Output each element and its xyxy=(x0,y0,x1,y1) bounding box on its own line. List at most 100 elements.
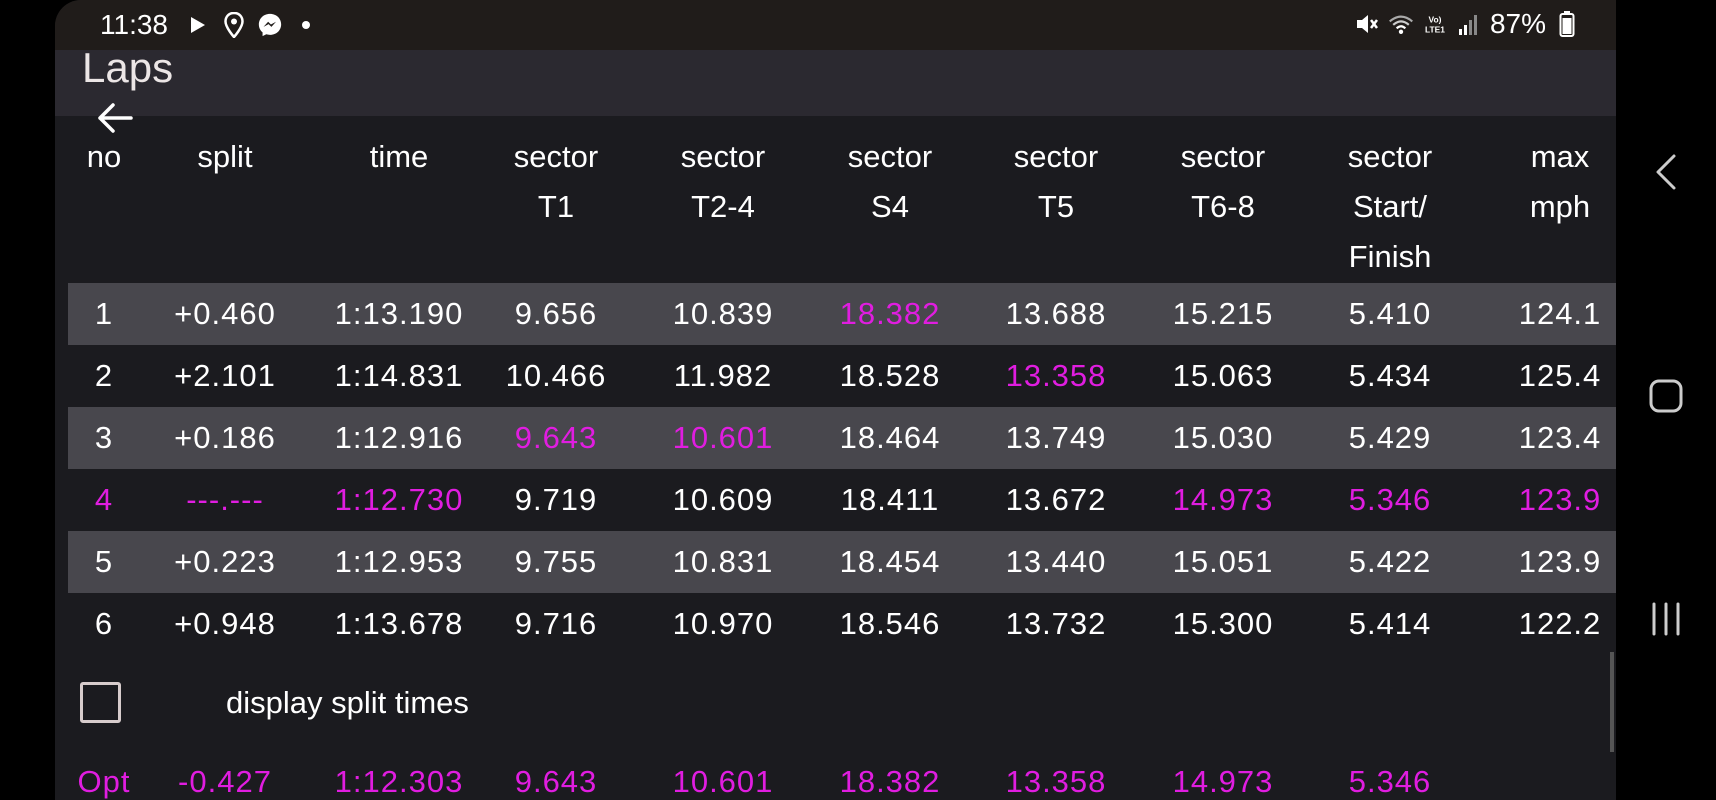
optimal-no: Opt xyxy=(77,764,131,799)
cell-time: 1:12.916 xyxy=(334,420,464,455)
optimal-sector-t6-8: 14.973 xyxy=(1172,764,1274,799)
laps-table: no split time sector T1 sector T2-4 sector S4… xyxy=(68,118,1616,655)
cell-max-mph: 125.4 xyxy=(1518,358,1602,393)
svg-text:Vo): Vo) xyxy=(1428,14,1441,24)
cell-sector-start-finish: 5.422 xyxy=(1348,544,1432,579)
battery-icon xyxy=(1554,9,1580,39)
cell-no: 6 xyxy=(94,606,114,641)
column-header-sector-t5: sector T5 xyxy=(1013,139,1099,224)
cell-sector-t2-4: 10.970 xyxy=(672,606,774,641)
status-icons-right: Vo) LTE1 87% xyxy=(1354,8,1580,40)
cell-max-mph: 123.9 xyxy=(1518,544,1602,579)
cell-sector-s4: 18.546 xyxy=(839,606,941,641)
cell-sector-t1: 9.755 xyxy=(514,544,598,579)
cell-sector-t6-8: 15.063 xyxy=(1172,358,1274,393)
cell-sector-s4: 18.464 xyxy=(839,420,941,455)
page-title: Laps xyxy=(82,44,174,91)
status-bar: 11:38 Vo) LTE1 xyxy=(55,0,1616,50)
cell-time: 1:14.831 xyxy=(334,358,464,393)
cell-sector-t1: 9.716 xyxy=(514,606,598,641)
recents-nav-icon xyxy=(1652,602,1680,636)
cell-split: ---.--- xyxy=(186,482,264,517)
table-row[interactable]: 6 +0.948 1:13.678 9.716 10.970 18.546 13.732 15… xyxy=(68,593,1616,655)
back-button[interactable] xyxy=(95,98,135,138)
column-header-no: no xyxy=(86,139,122,174)
cell-no: 2 xyxy=(94,358,114,393)
nav-back-button[interactable] xyxy=(1644,150,1688,194)
mute-icon xyxy=(1354,9,1380,39)
cell-time: 1:13.190 xyxy=(334,296,464,331)
cell-sector-s4: 18.454 xyxy=(839,544,941,579)
cell-sector-t5: 13.672 xyxy=(1005,482,1107,517)
cell-sector-t2-4: 11.982 xyxy=(673,358,773,393)
optimal-sector-t1: 9.643 xyxy=(514,764,598,799)
table-row[interactable]: 3 +0.186 1:12.916 9.643 10.601 18.464 13.749 15… xyxy=(68,407,1616,469)
back-nav-icon xyxy=(1656,154,1676,190)
cell-sector-t5: 13.358 xyxy=(1005,358,1107,393)
cell-sector-t2-4: 10.839 xyxy=(672,296,774,331)
optimal-sector-t2-4: 10.601 xyxy=(672,764,774,799)
table-body: 1 +0.460 1:13.190 9.656 10.839 18.382 13.688 15… xyxy=(68,283,1616,655)
display-split-option[interactable]: display split times xyxy=(55,665,1616,745)
table-row[interactable]: 5 +0.223 1:12.953 9.755 10.831 18.454 13.440 15… xyxy=(68,531,1616,593)
display-split-label: display split times xyxy=(226,685,469,720)
column-header-sector-start-finish: sector Start/ Finish xyxy=(1347,139,1433,274)
optimal-time: 1:12.303 xyxy=(334,764,464,799)
column-header-max-mph: max mph xyxy=(1529,139,1591,224)
cell-time: 1:12.730 xyxy=(334,482,464,517)
cell-max-mph: 123.4 xyxy=(1518,420,1602,455)
cell-sector-t2-4: 10.609 xyxy=(672,482,774,517)
cell-sector-t1: 10.466 xyxy=(505,358,607,393)
cell-no: 1 xyxy=(94,296,114,331)
optimal-sector-start-finish: 5.346 xyxy=(1348,764,1432,799)
column-header-sector-s4: sector S4 xyxy=(847,139,933,224)
cell-sector-start-finish: 5.414 xyxy=(1348,606,1432,641)
cell-sector-t1: 9.656 xyxy=(514,296,598,331)
cell-sector-t5: 13.688 xyxy=(1005,296,1107,331)
volte-icon: Vo) LTE1 xyxy=(1422,9,1448,39)
cell-sector-t5: 13.749 xyxy=(1005,420,1107,455)
nav-home-button[interactable] xyxy=(1644,374,1688,418)
navigation-bar xyxy=(1616,0,1716,800)
cell-sector-s4: 18.528 xyxy=(839,358,941,393)
status-time: 11:38 xyxy=(100,9,168,40)
app-window: 11:38 Vo) LTE1 xyxy=(55,0,1616,800)
column-header-sector-t1: sector T1 xyxy=(513,139,599,224)
cell-split: +0.186 xyxy=(174,420,276,455)
cell-split: +0.223 xyxy=(174,544,276,579)
cell-split: +2.101 xyxy=(174,358,276,393)
display-split-checkbox[interactable] xyxy=(80,682,121,723)
column-header-time: time xyxy=(369,139,429,174)
table-row[interactable]: 1 +0.460 1:13.190 9.656 10.839 18.382 13.688 15… xyxy=(68,283,1616,345)
nav-recents-button[interactable] xyxy=(1644,597,1688,641)
cell-time: 1:13.678 xyxy=(334,606,464,641)
cell-time: 1:12.953 xyxy=(334,544,464,579)
cell-sector-t1: 9.643 xyxy=(514,420,598,455)
home-nav-icon xyxy=(1649,379,1683,413)
cell-max-mph: 123.9 xyxy=(1518,482,1602,517)
table-header: no split time sector T1 sector T2-4 sector S4… xyxy=(68,118,1616,283)
location-icon xyxy=(221,10,247,40)
dot-icon xyxy=(293,10,319,40)
optimal-lap-row: Opt -0.427 1:12.303 9.643 10.601 18.382 13.358… xyxy=(68,758,1616,800)
cell-sector-t2-4: 10.601 xyxy=(672,420,774,455)
table-row[interactable]: 2 +2.101 1:14.831 10.466 11.982 18.528 13.358 1… xyxy=(68,345,1616,407)
column-header-sector-t6-8: sector T6-8 xyxy=(1180,139,1266,224)
cell-sector-s4: 18.411 xyxy=(840,482,940,517)
cell-sector-t6-8: 14.973 xyxy=(1172,482,1274,517)
cell-max-mph: 124.1 xyxy=(1518,296,1602,331)
table-row[interactable]: 4 ---.--- 1:12.730 9.719 10.609 18.411 13.672 1… xyxy=(68,469,1616,531)
status-icons-left xyxy=(185,10,319,40)
cell-split: +0.460 xyxy=(174,296,276,331)
cell-sector-start-finish: 5.346 xyxy=(1348,482,1432,517)
cell-sector-t6-8: 15.051 xyxy=(1172,544,1274,579)
optimal-split: -0.427 xyxy=(178,764,272,799)
cell-sector-t5: 13.732 xyxy=(1005,606,1107,641)
svg-text:LTE1: LTE1 xyxy=(1425,24,1445,34)
scrollbar[interactable] xyxy=(1610,652,1614,752)
cell-no: 3 xyxy=(94,420,114,455)
messenger-icon xyxy=(257,10,283,40)
optimal-sector-t5: 13.358 xyxy=(1005,764,1107,799)
arrow-left-icon xyxy=(98,103,133,133)
cell-sector-s4: 18.382 xyxy=(839,296,941,331)
